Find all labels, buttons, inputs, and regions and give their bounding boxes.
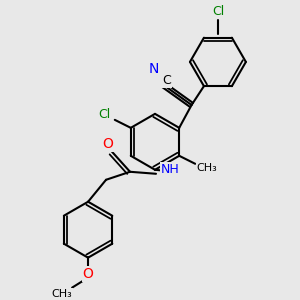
Text: CH₃: CH₃ — [52, 289, 73, 298]
Text: C: C — [162, 74, 171, 86]
Text: O: O — [103, 137, 113, 151]
Text: Cl: Cl — [99, 108, 111, 122]
Text: Cl: Cl — [212, 5, 224, 19]
Text: CH₃: CH₃ — [197, 163, 218, 173]
Text: O: O — [82, 267, 94, 281]
Text: NH: NH — [160, 163, 179, 176]
Text: N: N — [148, 62, 159, 76]
